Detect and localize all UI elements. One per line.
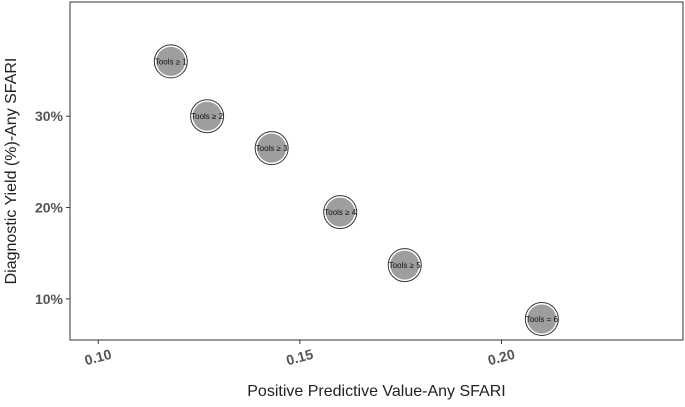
y-axis: 10% 20% 30% [35, 108, 70, 307]
y-tick-label: 20% [35, 200, 64, 216]
x-tick-label: 0.10 [83, 346, 114, 369]
point-label: Tools ≥ 3 [256, 144, 289, 153]
point-label: Tools = 6 [526, 315, 559, 324]
data-point: Tools ≥ 5 [387, 248, 422, 283]
point-marker [527, 304, 557, 334]
data-point: Tools ≥ 4 [323, 195, 358, 230]
data-point: Tools ≥ 3 [254, 131, 289, 166]
data-point: Tools ≥ 2 [190, 99, 225, 134]
x-tick-label: 0.15 [284, 346, 315, 369]
point-marker [390, 250, 420, 280]
point-label: Tools ≥ 4 [324, 208, 357, 217]
point-marker [257, 133, 287, 163]
data-points: Tools ≥ 1 Tools ≥ 2 Tools ≥ 3 Tools ≥ 4 Tool… [153, 44, 559, 336]
y-tick-label: 10% [35, 291, 64, 307]
point-marker [325, 197, 355, 227]
data-point: Tools ≥ 1 [153, 44, 188, 79]
point-label: Tools ≥ 2 [191, 112, 224, 121]
y-tick-label: 30% [35, 108, 64, 124]
point-label: Tools ≥ 1 [155, 57, 188, 66]
point-marker [156, 46, 186, 76]
point-label: Tools ≥ 5 [389, 261, 422, 270]
x-axis: 0.10 0.15 0.20 [83, 340, 517, 368]
x-tick-label: 0.20 [486, 346, 517, 369]
point-marker [192, 101, 222, 131]
y-axis-title: Diagnostic Yield (%)-Any SFARI [3, 58, 20, 285]
data-point: Tools = 6 [524, 301, 559, 336]
x-axis-title: Positive Predictive Value-Any SFARI [247, 383, 505, 400]
